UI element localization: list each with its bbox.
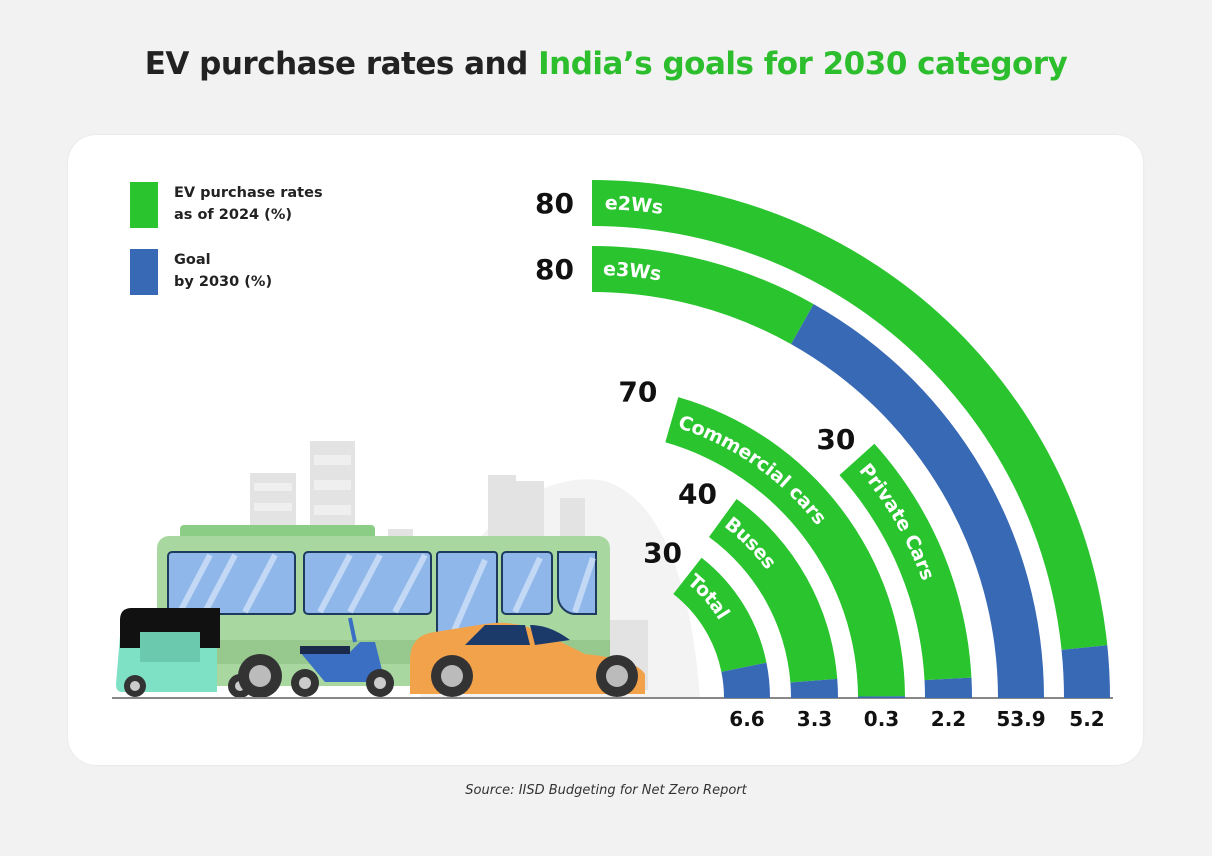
rate-value-label: 3.3 <box>797 707 832 731</box>
bar-rate-2 <box>857 696 905 698</box>
bar-goal-3 <box>839 443 972 681</box>
goal-value-label: 80 <box>535 253 574 286</box>
legend-label: EV purchase rates as of 2024 (%) <box>174 182 334 226</box>
title-part-2: India’s goals for 2030 category <box>538 46 1068 82</box>
bar-rate-3 <box>924 677 972 698</box>
goal-value-label: 30 <box>643 537 682 570</box>
legend-line: as of 2024 (%) <box>174 207 292 223</box>
goal-value-label: 30 <box>816 423 855 456</box>
legend-swatch-blue <box>130 249 158 295</box>
goal-value-label: 80 <box>535 187 574 220</box>
bar-rate-4 <box>791 304 1044 698</box>
legend-line: by 2030 (%) <box>174 274 273 290</box>
bar-goal-5 <box>592 180 1108 650</box>
auto-rickshaw <box>116 608 252 698</box>
car <box>410 622 645 697</box>
legend-item-2024: EV purchase rates as of 2024 (%) <box>130 182 334 228</box>
legend-item-2030: Goal by 2030 (%) <box>130 249 334 295</box>
category-label: Commercial cars <box>676 411 831 529</box>
goal-value-label: 40 <box>678 478 717 511</box>
bar-goal-0 <box>673 557 767 672</box>
bar-goal-1 <box>708 498 838 683</box>
vehicles-illustration <box>112 441 1113 699</box>
bar-goal-2 <box>665 397 905 697</box>
bar-rate-0 <box>721 662 770 698</box>
rate-value-label: 0.3 <box>864 707 899 731</box>
rate-value-label: 6.6 <box>729 707 764 731</box>
bar-rate-5 <box>1061 645 1110 698</box>
chart-title: EV purchase rates and India’s goals for … <box>0 46 1212 82</box>
rate-value-label: 5.2 <box>1069 707 1104 731</box>
title-part-1: EV purchase rates and <box>144 46 539 82</box>
legend-label: Goal by 2030 (%) <box>174 249 334 293</box>
scooter <box>291 617 394 697</box>
legend-swatch-green <box>130 182 158 228</box>
goal-value-label: 70 <box>618 375 657 408</box>
rate-value-label: 53.9 <box>996 707 1045 731</box>
radial-bars <box>592 180 1110 698</box>
legend-line: EV purchase rates <box>174 185 323 201</box>
bar-rate-1 <box>790 678 838 698</box>
source-note: Source: IISD Budgeting for Net Zero Repo… <box>465 783 747 798</box>
legend-line: Goal <box>174 252 211 268</box>
bar-goal-4 <box>592 246 814 345</box>
rate-value-label: 2.2 <box>931 707 966 731</box>
